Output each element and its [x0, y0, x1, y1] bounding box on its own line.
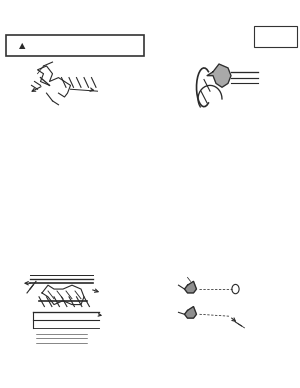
Circle shape [232, 284, 239, 294]
Bar [6, 35, 144, 56]
Text: ▲: ▲ [19, 41, 26, 50]
Polygon shape [207, 64, 231, 87]
Bar [254, 26, 297, 47]
Polygon shape [184, 307, 196, 318]
Polygon shape [184, 281, 196, 293]
